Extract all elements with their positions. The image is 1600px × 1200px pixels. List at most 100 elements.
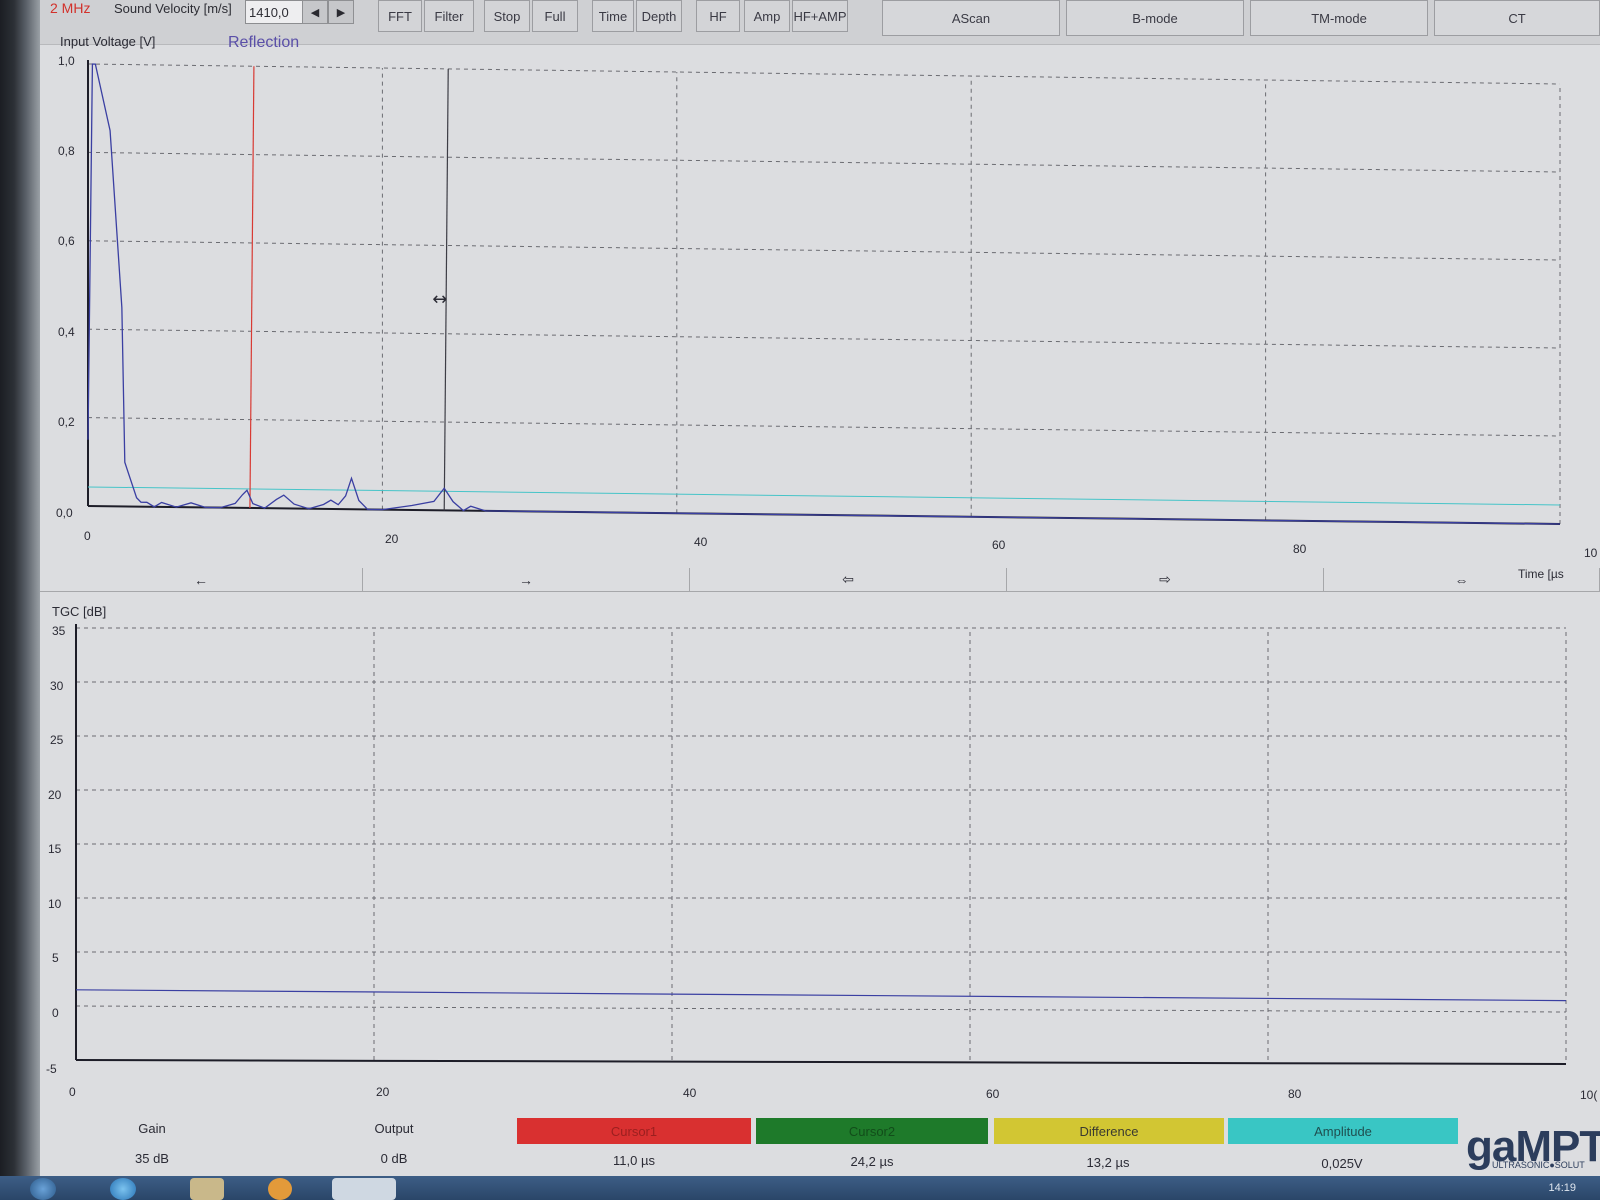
tgc-y-tick: 5 xyxy=(52,951,59,965)
tgc-y-tick: 10 xyxy=(48,897,62,911)
difference-value: 13,2 µs xyxy=(1086,1155,1130,1170)
hf-amp-button[interactable]: HF+AMP xyxy=(792,0,848,32)
ascan-x-tick: 20 xyxy=(385,532,399,546)
tab-ct[interactable]: CT xyxy=(1434,0,1600,36)
cursor2-label: Cursor2 xyxy=(848,1123,896,1139)
scan-app-taskbar-icon[interactable] xyxy=(332,1178,396,1200)
ascan-y-tick: 0,0 xyxy=(56,506,73,520)
reflection-mode-label: Reflection xyxy=(228,34,300,51)
outline-arrow-left-icon: ⇦ xyxy=(842,571,854,587)
ascan-x-tick: 60 xyxy=(992,538,1006,552)
taskbar-clock: 14:19 xyxy=(1548,1182,1576,1194)
tgc-y-axis-label: TGC [dB] xyxy=(52,604,107,619)
ascan-y-tick: 0,2 xyxy=(58,415,75,429)
tab-b-mode[interactable]: B-mode xyxy=(1066,0,1244,36)
cursor1-value: 11,0 µs xyxy=(613,1153,655,1168)
app-window xyxy=(40,0,1600,1176)
difference-box: Difference xyxy=(994,1118,1224,1144)
arrow-right-icon: ▶ xyxy=(336,6,346,19)
tgc-y-tick: 30 xyxy=(50,679,64,693)
tgc-y-tick: 15 xyxy=(48,842,62,856)
amplitude-label: Amplitude xyxy=(1314,1123,1372,1139)
tgc-x-tick: 60 xyxy=(986,1087,1000,1101)
scroll-left-button[interactable]: ← xyxy=(40,568,363,592)
media-player-icon[interactable] xyxy=(268,1178,292,1200)
scroll-right-button[interactable]: → xyxy=(363,568,690,592)
gampt-tagline: ULTRASONIC●SOLUT xyxy=(1492,1160,1585,1170)
ascan-x-tick: 40 xyxy=(694,535,708,549)
ascan-x-axis-label: Time [µs xyxy=(1518,567,1564,581)
tgc-x-tick: 20 xyxy=(376,1085,390,1099)
cursor2-box: Cursor2 xyxy=(756,1118,988,1144)
double-arrow-icon: ⇔ xyxy=(1454,571,1469,588)
ascan-signal-line xyxy=(87,63,1561,525)
arrow-right-icon: → xyxy=(519,571,533,588)
tgc-x-tick: 40 xyxy=(683,1086,697,1100)
tgc-y-tick: 25 xyxy=(50,733,64,747)
shrink-left-button[interactable]: ⇦ xyxy=(690,568,1007,592)
fft-button[interactable]: FFT xyxy=(378,0,422,32)
cursor2-value: 24,2 µs xyxy=(850,1154,894,1169)
velocity-increase-button[interactable]: ▶ xyxy=(328,0,354,24)
frequency-label: 2 MHz xyxy=(50,0,91,16)
gain-value: 35 dB xyxy=(135,1151,169,1166)
outline-arrow-right-icon: ⇨ xyxy=(1159,571,1171,587)
ascan-h-gridline xyxy=(87,417,1561,437)
sound-velocity-input[interactable] xyxy=(245,0,305,24)
output-label: Output xyxy=(374,1121,414,1136)
tgc-y-tick: 35 xyxy=(52,624,66,638)
tgc-y-tick: -5 xyxy=(46,1062,57,1076)
filter-button[interactable]: Filter xyxy=(424,0,474,32)
ascan-x-tick: 10 xyxy=(1584,546,1598,560)
ascan-y-tick: 1,0 xyxy=(58,54,75,68)
tgc-x-tick: 10( xyxy=(1580,1088,1598,1102)
amplitude-box: Amplitude xyxy=(1228,1118,1458,1144)
cursor1-box: Cursor1 xyxy=(517,1118,751,1144)
folder-icon[interactable] xyxy=(190,1178,224,1200)
toolbar: 2 MHz Sound Velocity [m/s] ◀ ▶ FFT Filte… xyxy=(40,0,1600,45)
ascan-y-axis-label: Input Voltage [V] xyxy=(60,34,156,49)
ascan-y-tick: 0,6 xyxy=(58,234,75,248)
tab-tm-mode[interactable]: TM-mode xyxy=(1250,0,1428,36)
gain-label: Gain xyxy=(138,1121,166,1136)
full-button[interactable]: Full xyxy=(532,0,578,32)
tgc-y-tick: 20 xyxy=(48,788,62,802)
cursor1-label: Cursor1 xyxy=(610,1123,658,1139)
amp-button[interactable]: Amp xyxy=(744,0,790,32)
arrow-left-icon: ← xyxy=(194,571,208,588)
depth-button[interactable]: Depth xyxy=(636,0,682,32)
tgc-x-tick: 0 xyxy=(69,1085,76,1099)
monitor-bezel xyxy=(0,0,40,1200)
time-button[interactable]: Time xyxy=(592,0,634,32)
amplitude-threshold-line xyxy=(87,486,1561,506)
start-button-icon[interactable] xyxy=(30,1178,56,1200)
output-value: 0 dB xyxy=(380,1151,408,1166)
ascan-x-tick: 80 xyxy=(1293,542,1307,556)
amplitude-value: 0,025V xyxy=(1321,1156,1363,1171)
tab-ascan[interactable]: AScan xyxy=(882,0,1060,36)
tgc-curve-line xyxy=(75,989,1567,1002)
tgc-h-gridline xyxy=(75,1005,1567,1013)
ascan-h-gridline xyxy=(87,328,1561,349)
sound-velocity-label: Sound Velocity [m/s] xyxy=(114,1,232,16)
tgc-x-tick: 80 xyxy=(1288,1087,1302,1101)
hf-button[interactable]: HF xyxy=(696,0,740,32)
resize-cursor-icon: ↔ xyxy=(432,289,447,310)
velocity-decrease-button[interactable]: ◀ xyxy=(302,0,328,24)
ascan-y-tick: 0,8 xyxy=(58,144,75,158)
difference-label: Difference xyxy=(1079,1123,1139,1139)
ascan-y-tick: 0,4 xyxy=(58,325,75,339)
ascan-h-gridline xyxy=(87,63,1561,85)
shrink-right-button[interactable]: ⇨ xyxy=(1007,568,1324,592)
stop-button[interactable]: Stop xyxy=(484,0,530,32)
cursor2-line xyxy=(443,68,449,511)
tgc-y-tick: 0 xyxy=(52,1006,59,1020)
ascan-h-gridline xyxy=(87,151,1561,173)
arrow-left-icon: ◀ xyxy=(310,6,320,19)
tgc-x-axis xyxy=(75,1059,1567,1065)
cursor1-line xyxy=(249,66,255,508)
gampt-logo: gaMPT xyxy=(1466,1122,1600,1171)
browser-icon[interactable] xyxy=(110,1178,136,1200)
ascan-x-tick: 0 xyxy=(84,529,91,543)
